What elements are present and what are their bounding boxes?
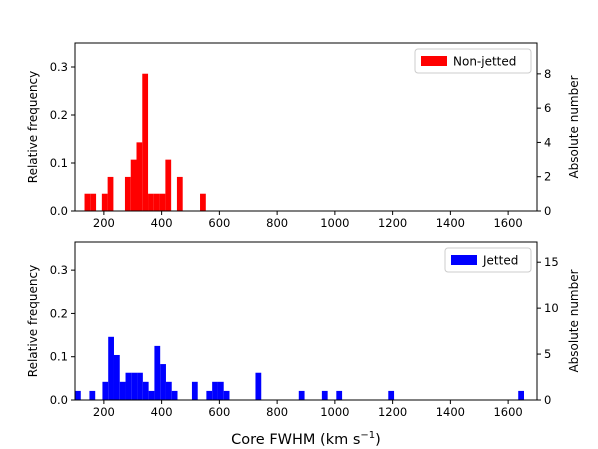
x-tick-label: 1600 <box>493 216 522 230</box>
y2-tick-label: 0 <box>544 204 551 218</box>
y-axis-label: Relative frequency <box>26 71 40 183</box>
y2-tick-label: 6 <box>544 101 551 115</box>
y-tick-label: 0.0 <box>50 204 68 218</box>
histogram-bar <box>102 381 109 400</box>
x-tick-label: 800 <box>266 405 288 419</box>
histogram-bar <box>165 159 172 211</box>
histogram-bar <box>142 381 149 400</box>
histogram-bar <box>119 381 126 400</box>
histogram-bar <box>148 193 154 211</box>
y-tick-label: 0.3 <box>50 263 68 277</box>
x-axis-label-superscript: −1 <box>360 430 375 441</box>
histogram-bar <box>388 390 395 400</box>
legend-swatch <box>451 255 477 265</box>
histogram-bar <box>75 390 81 400</box>
histogram-bar <box>223 390 230 400</box>
histogram-bar <box>159 193 166 211</box>
histogram-bar <box>154 345 161 400</box>
y2-axis-label: Absolute number <box>567 269 581 372</box>
histogram-bar <box>212 381 218 400</box>
y-tick-label: 0.0 <box>50 393 68 407</box>
histogram-bar <box>107 176 114 211</box>
legend-swatch <box>421 56 447 66</box>
histogram-bar <box>165 381 172 400</box>
x-tick-label: 800 <box>266 216 288 230</box>
x-tick-label: 1200 <box>378 405 407 419</box>
y2-tick-label: 8 <box>544 67 551 81</box>
y2-tick-label: 15 <box>544 255 559 269</box>
histogram-bar <box>176 176 183 211</box>
x-tick-label: 1000 <box>320 405 349 419</box>
histogram-bar <box>113 354 120 400</box>
histogram-bar <box>160 364 166 400</box>
histogram-bar <box>518 390 525 400</box>
axes-frame <box>74 241 538 401</box>
histogram-bar <box>153 193 160 211</box>
histogram-bar <box>255 372 262 400</box>
y2-tick-label: 2 <box>544 170 551 184</box>
legend-label: Non-jetted <box>453 55 516 69</box>
histogram-bar <box>171 390 178 400</box>
y-tick-label: 0.1 <box>50 156 68 170</box>
y-tick-label: 0.3 <box>50 60 68 74</box>
y-tick-label: 0.2 <box>50 306 68 320</box>
x-axis-label: Core FWHM (km s−1) <box>231 430 381 448</box>
axes-frame <box>74 42 538 212</box>
histogram-bar <box>217 381 224 400</box>
jetted-panel: 200 400 600 800 1000 1200 1400 1600 0.0 0.1 0.2 0.3… <box>26 241 581 448</box>
x-tick-label: 200 <box>93 216 115 230</box>
x-tick-label: 1600 <box>493 405 522 419</box>
y-tick-label: 0.2 <box>50 108 68 122</box>
x-tick-label: 1400 <box>436 405 465 419</box>
histogram-bar <box>130 159 137 211</box>
x-axis-label-end: ) <box>375 432 381 448</box>
y2-tick-label: 5 <box>544 347 551 361</box>
legend-label: Jetted <box>482 254 518 268</box>
x-tick-label: 1000 <box>320 216 349 230</box>
x-tick-label: 400 <box>151 216 173 230</box>
histogram-bar <box>101 193 108 211</box>
x-tick-label: 1200 <box>378 216 407 230</box>
histogram-bar <box>108 336 114 400</box>
non-jetted-panel: 200 400 600 800 1000 1200 1400 1600 0.0 0.1 0.2 0.3… <box>26 42 581 230</box>
y-axis-label: Relative frequency <box>26 265 40 377</box>
histogram-bar <box>90 193 97 211</box>
y2-tick-label: 0 <box>544 393 551 407</box>
histogram-bar <box>298 390 305 400</box>
histogram-bar <box>124 176 131 211</box>
x-tick-label: 600 <box>208 216 230 230</box>
y2-axis-label: Absolute number <box>567 75 581 178</box>
x-tick-label: 1400 <box>436 216 465 230</box>
legend-box <box>444 247 532 273</box>
histogram-bar <box>89 390 96 400</box>
histogram-bar <box>321 390 328 400</box>
histogram-bar <box>137 372 143 400</box>
legend-box <box>414 48 532 74</box>
histogram-bar <box>148 390 155 400</box>
histogram-bar <box>191 381 198 400</box>
histogram-bar <box>142 73 149 211</box>
x-tick-label: 400 <box>151 405 173 419</box>
histogram-bar <box>136 142 143 211</box>
y2-tick-label: 4 <box>544 135 551 149</box>
histogram-bar <box>131 372 138 400</box>
x-tick-label: 200 <box>93 405 115 419</box>
histogram-bar <box>125 372 132 400</box>
x-axis-label-main: Core FWHM (km s <box>231 432 360 448</box>
histogram-bar <box>84 193 91 211</box>
y-tick-label: 0.1 <box>50 350 68 364</box>
histogram-bar <box>200 193 206 211</box>
histogram-bar <box>206 390 213 400</box>
x-tick-label: 600 <box>208 405 230 419</box>
histogram-bar <box>336 390 343 400</box>
y2-tick-label: 10 <box>544 301 559 315</box>
